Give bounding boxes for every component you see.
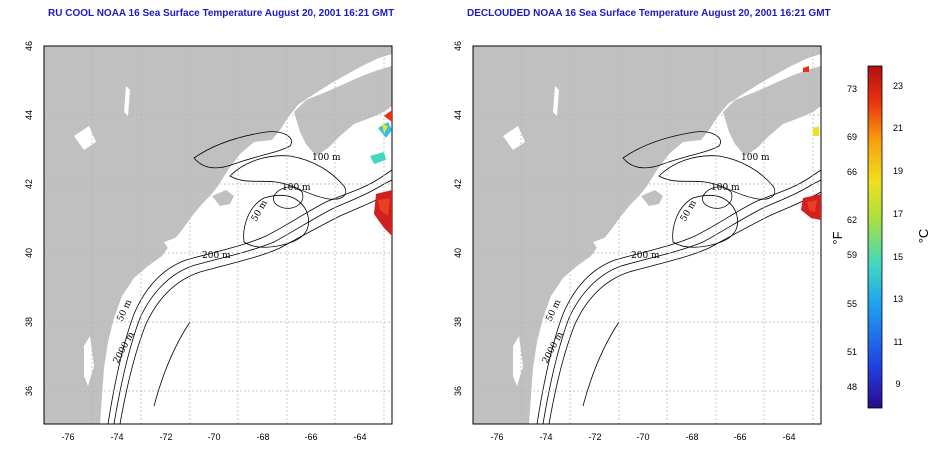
svg-text:100 m: 100 m <box>711 183 740 193</box>
left-panel-title: RU COOL NOAA 16 Sea Surface Temperature … <box>48 8 395 19</box>
y-tick: 36 <box>24 386 34 396</box>
left-x-axis: -76 -74 -72 -70 -68 -66 -64 <box>61 432 366 442</box>
svg-text:66: 66 <box>847 167 857 177</box>
y-tick: 38 <box>453 317 463 327</box>
svg-text:100 m: 100 m <box>282 183 311 193</box>
x-tick: -68 <box>256 432 269 442</box>
right-y-axis: 46 44 42 40 38 36 <box>453 41 463 396</box>
y-tick: 44 <box>24 110 34 120</box>
colorbar-gradient <box>867 65 883 409</box>
svg-text:48: 48 <box>847 382 857 392</box>
right-map-panel: 100 m 100 m 50 m 200 m 50 m 2000 m -76 -… <box>453 41 821 442</box>
svg-text:73: 73 <box>847 84 857 94</box>
svg-text:19: 19 <box>893 166 903 176</box>
y-tick: 42 <box>453 179 463 189</box>
y-tick: 46 <box>453 41 463 51</box>
left-sst-data <box>370 110 392 236</box>
y-tick: 36 <box>453 386 463 396</box>
left-map-panel: 100 m 100 m 50 m 200 m 50 m 2000 m -76 -… <box>24 41 392 442</box>
y-tick: 38 <box>24 317 34 327</box>
x-tick: -64 <box>353 432 366 442</box>
celsius-label: °C <box>916 229 931 244</box>
x-tick: -72 <box>588 432 601 442</box>
colorbar-celsius-ticks: 23 21 19 17 15 13 11 9 <box>893 81 903 389</box>
y-tick: 44 <box>453 110 463 120</box>
svg-text:200 m: 200 m <box>202 251 231 261</box>
svg-text:51: 51 <box>847 347 857 357</box>
svg-text:62: 62 <box>847 215 857 225</box>
y-tick: 42 <box>24 179 34 189</box>
svg-text:21: 21 <box>893 123 903 133</box>
x-tick: -76 <box>61 432 74 442</box>
svg-text:13: 13 <box>893 294 903 304</box>
svg-text:17: 17 <box>893 209 903 219</box>
colorbar-fahrenheit-ticks: 73 69 66 62 59 55 51 48 <box>847 84 857 392</box>
svg-text:15: 15 <box>893 252 903 262</box>
right-sst-data <box>801 66 821 220</box>
y-tick: 40 <box>453 248 463 258</box>
x-tick: -66 <box>304 432 317 442</box>
right-x-axis: -76 -74 -72 -70 -68 -66 -64 <box>490 432 795 442</box>
x-tick: -64 <box>782 432 795 442</box>
svg-text:11: 11 <box>893 337 902 347</box>
x-tick: -74 <box>539 432 552 442</box>
x-tick: -66 <box>733 432 746 442</box>
y-tick: 40 <box>24 248 34 258</box>
colorbar: 73 69 66 62 59 55 51 48 23 21 19 17 15 1… <box>830 65 931 409</box>
x-tick: -74 <box>110 432 123 442</box>
svg-text:69: 69 <box>847 132 857 142</box>
x-tick: -70 <box>636 432 649 442</box>
svg-text:100 m: 100 m <box>312 153 341 163</box>
right-panel-title: DECLOUDED NOAA 16 Sea Surface Temperatur… <box>467 8 831 19</box>
x-tick: -70 <box>207 432 220 442</box>
svg-text:200 m: 200 m <box>631 251 660 261</box>
svg-text:59: 59 <box>847 250 857 260</box>
x-tick: -72 <box>159 432 172 442</box>
left-y-axis: 46 44 42 40 38 36 <box>24 41 34 396</box>
x-tick: -68 <box>685 432 698 442</box>
svg-text:100 m: 100 m <box>741 153 770 163</box>
svg-text:9: 9 <box>895 379 900 389</box>
x-tick: -76 <box>490 432 503 442</box>
fahrenheit-label: °F <box>830 231 845 244</box>
y-tick: 46 <box>24 41 34 51</box>
svg-text:55: 55 <box>847 299 857 309</box>
svg-text:23: 23 <box>893 81 903 91</box>
